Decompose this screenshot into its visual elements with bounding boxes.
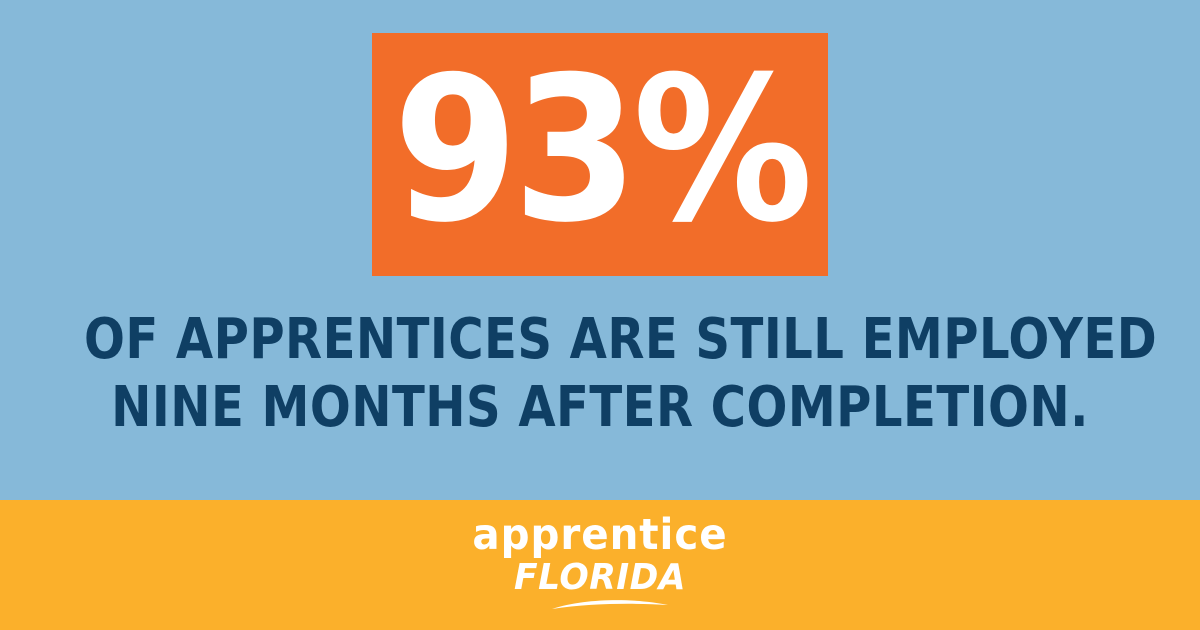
message-line-1: OF APPRENTICES ARE STILL EMPLOYED xyxy=(84,307,1158,372)
logo-line-2: FLORIDA xyxy=(513,557,687,598)
stat-value: 93% xyxy=(392,33,813,267)
swoosh-icon xyxy=(552,600,668,609)
logo-line-1: apprentice xyxy=(472,510,728,560)
message-line-2: NINE MONTHS AFTER COMPLETION. xyxy=(111,375,1089,440)
apprentice-florida-logo: apprentice FLORIDA xyxy=(400,512,800,618)
bottom-panel xyxy=(0,500,1200,630)
message: OF APPRENTICES ARE STILL EMPLOYED NINE M… xyxy=(0,306,1200,442)
stat-box: 93% xyxy=(372,33,828,276)
